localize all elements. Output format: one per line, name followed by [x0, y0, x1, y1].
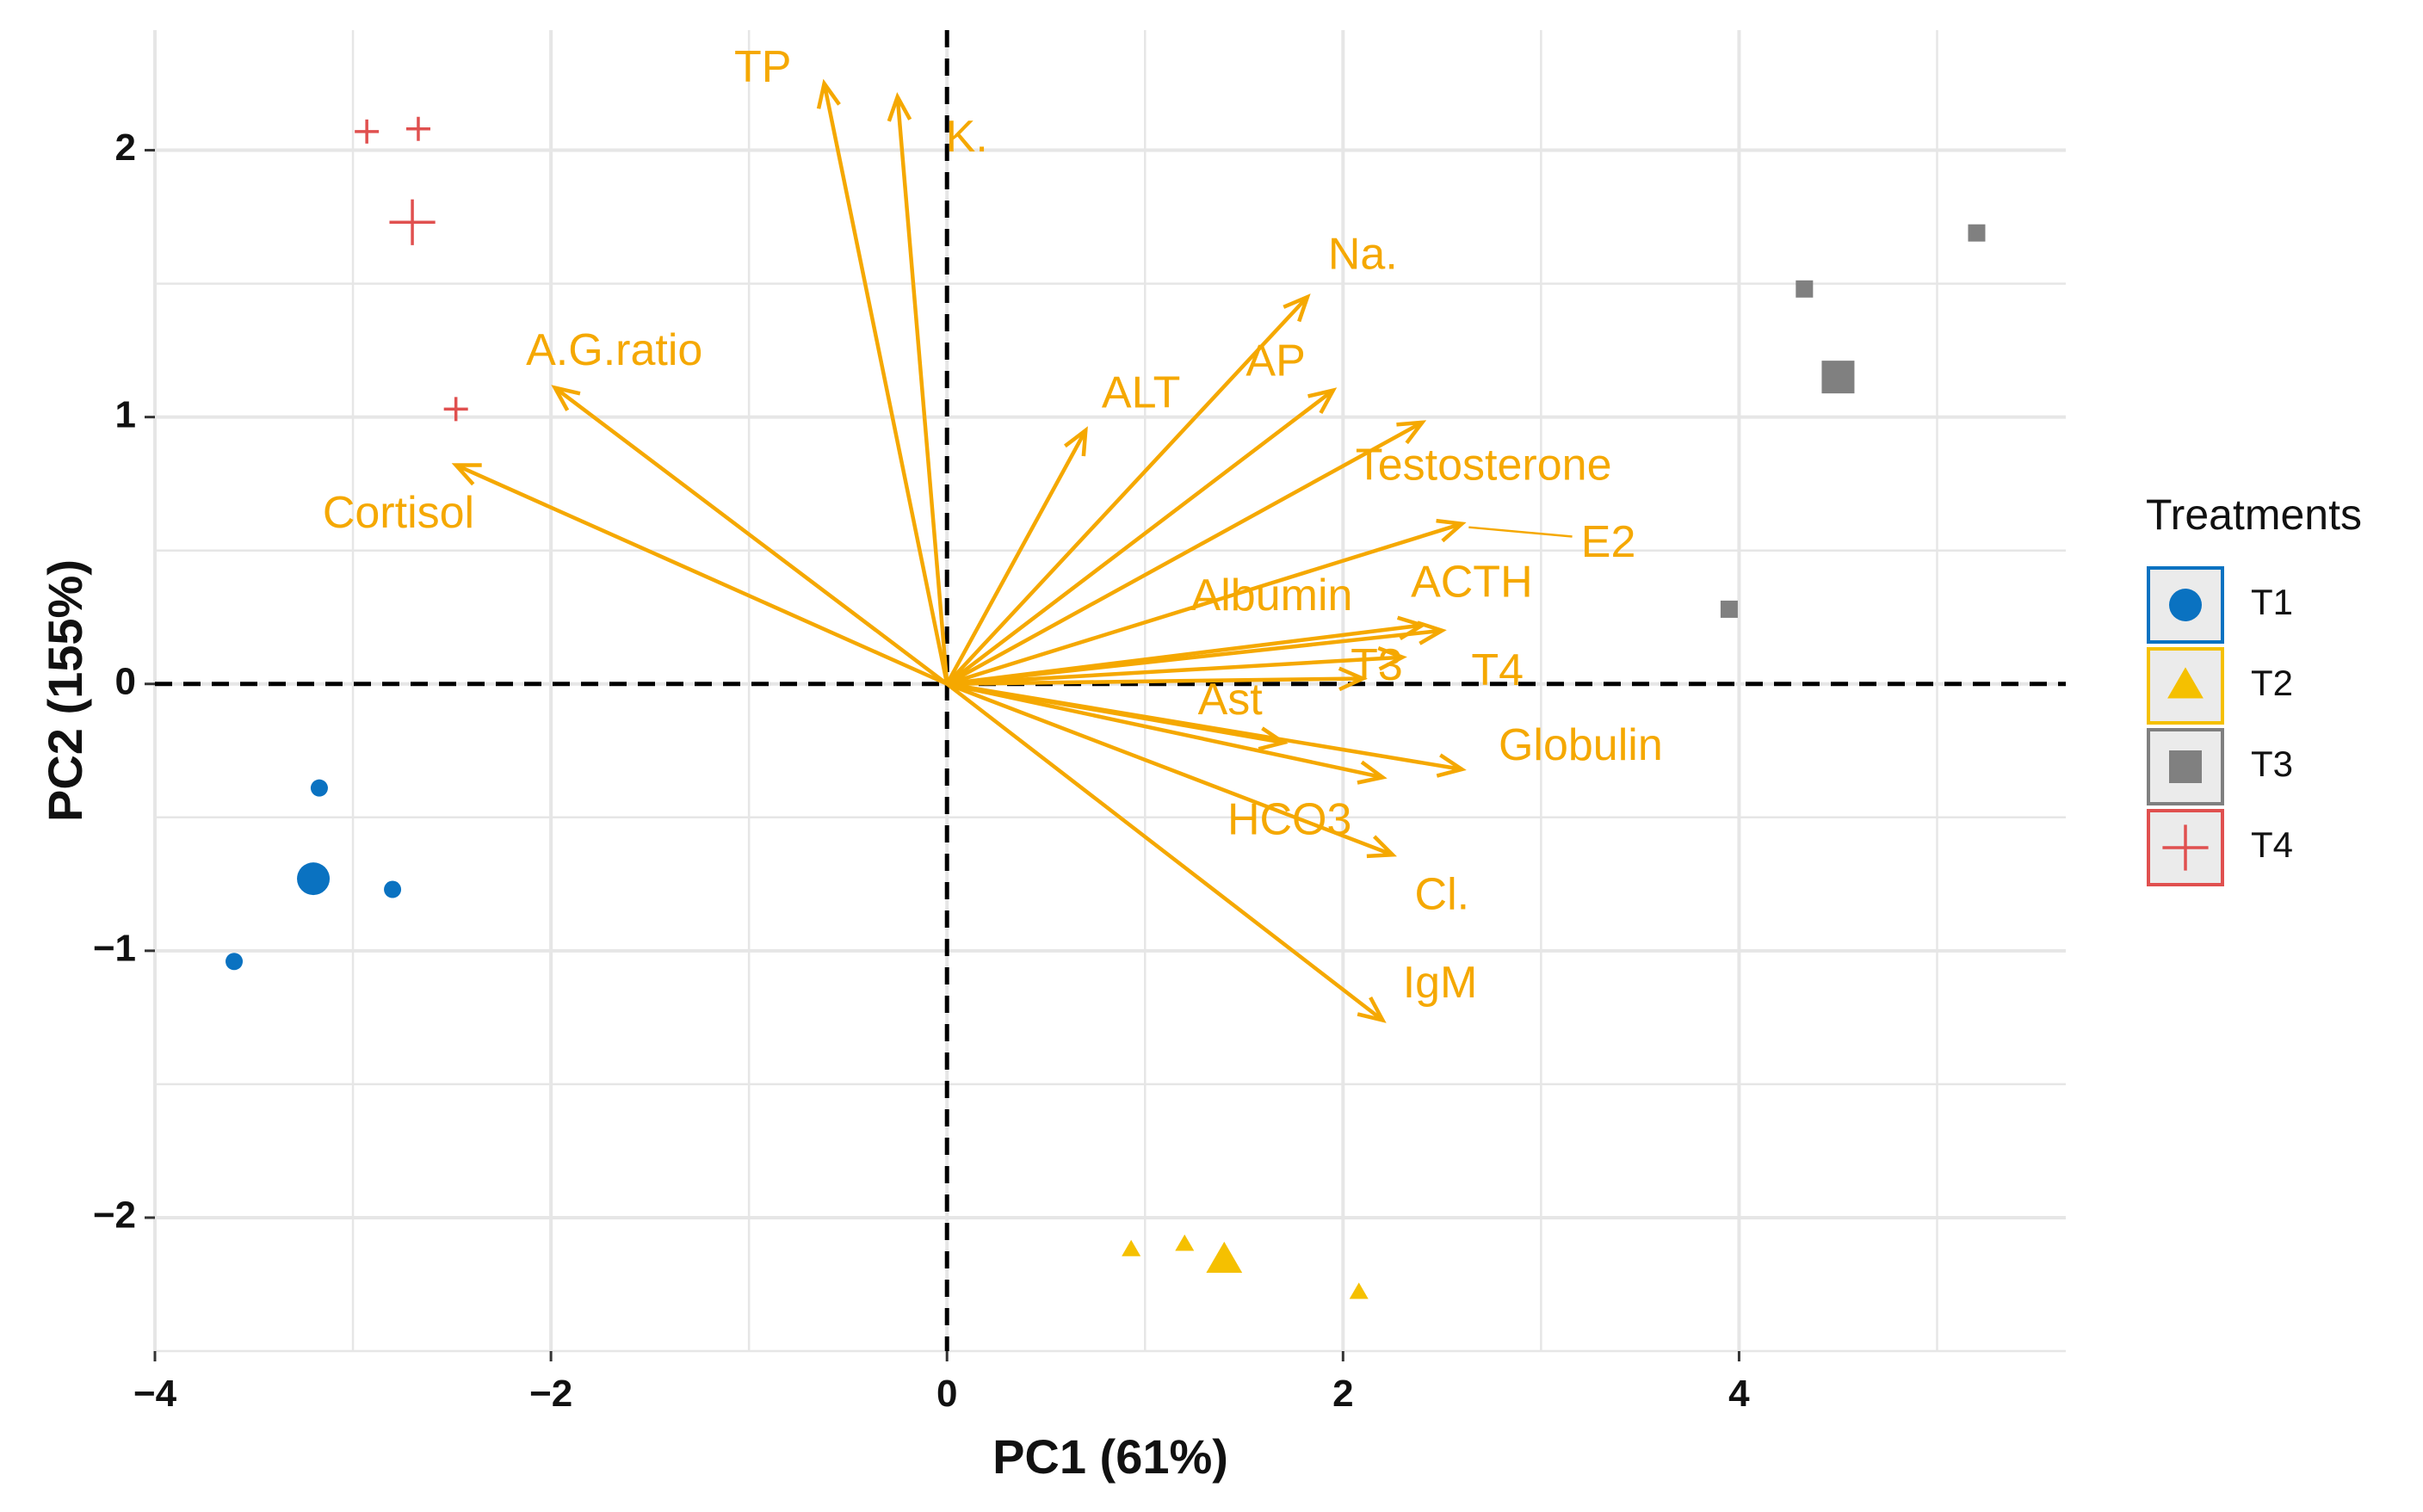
arrow-e2: [946, 518, 1467, 686]
label-testosterone: Testosterone: [1356, 440, 1612, 490]
centroid-t3: [1821, 361, 1855, 394]
legend-symbol-t1: [2169, 589, 2202, 621]
arrow-k: [887, 92, 949, 684]
x-tick-label: −2: [529, 1373, 572, 1415]
x-tick-label: 0: [936, 1373, 957, 1415]
loading-labels: TP K. Na. AP ALT Testosterone E2 ACTH Albumin T3 T…: [323, 42, 1663, 1008]
x-tick-label: 4: [1728, 1373, 1750, 1415]
arrow-igm: [945, 682, 1387, 1023]
legend-label-t4: T4: [2251, 824, 2293, 865]
y-tick-label: −1: [93, 927, 136, 969]
y-tick-label: 0: [115, 660, 136, 702]
label-ap: AP: [1245, 336, 1305, 386]
arrow-ap: [945, 387, 1338, 686]
arrow-alt: [945, 426, 1088, 685]
label-acth: ACTH: [1411, 558, 1533, 608]
point-t2-3: [1349, 1282, 1369, 1299]
legend-item-t3: T3: [2147, 728, 2293, 805]
label-igm: IgM: [1403, 958, 1478, 1008]
point-t4-3: [443, 397, 468, 422]
axis-ticks: −4 −2 0 2 4 −2 −1 0 1 2: [93, 127, 1750, 1415]
arrow-na: [945, 293, 1311, 686]
label-t3: T3: [1351, 640, 1403, 690]
arrow-cortisol: [451, 463, 949, 686]
loading-arrows: [451, 78, 1467, 1023]
legend-label-t2: T2: [2251, 663, 2293, 703]
legend-symbol-t4: [2162, 824, 2209, 871]
label-a-g-ratio: A.G.ratio: [526, 325, 702, 375]
arrow-cl: [946, 682, 1397, 859]
arrow-t4: [947, 666, 1368, 692]
centroid-t4: [389, 199, 436, 245]
grid-lines: [153, 30, 2066, 1353]
centroid-t2: [1206, 1241, 1243, 1274]
arrow-globulin: [946, 682, 1467, 778]
label-na: Na.: [1328, 229, 1398, 279]
y-tick-label: −2: [93, 1194, 136, 1237]
label-cl: Cl.: [1415, 870, 1470, 920]
legend-title: Treatments: [2146, 491, 2362, 539]
point-t1-1: [310, 779, 328, 797]
x-tick-label: −4: [133, 1373, 177, 1415]
label-alt: ALT: [1102, 368, 1181, 418]
arrow-testosterone: [946, 420, 1427, 686]
point-t4-1: [355, 119, 380, 144]
label-t4: T4: [1471, 645, 1524, 695]
label-tp: TP: [734, 42, 791, 92]
label-k: K.: [946, 112, 988, 162]
arrow-t3: [947, 646, 1407, 686]
point-t4-2: [405, 116, 430, 141]
reference-lines: [155, 30, 2066, 1351]
legend-label-t1: T1: [2251, 582, 2293, 622]
point-t1-3: [226, 953, 244, 971]
legend-symbol-t3: [2169, 750, 2202, 783]
legend-symbol-t2: [2167, 667, 2204, 699]
legend-item-t2: T2: [2147, 647, 2293, 725]
label-hco3: HCO3: [1227, 795, 1351, 845]
point-t2-1: [1122, 1239, 1141, 1256]
x-axis-title: PC1 (61%): [992, 1429, 1228, 1484]
point-t3-2: [1968, 224, 1986, 242]
point-t3-3: [1720, 600, 1738, 618]
legend-item-t4: T4: [2147, 809, 2293, 886]
arrow-a-g-ratio: [551, 385, 949, 686]
label-ast: Ast: [1198, 675, 1264, 725]
legend-item-t1: T1: [2147, 566, 2293, 644]
x-tick-label: 2: [1332, 1373, 1353, 1415]
data-points: [226, 116, 1986, 1299]
point-t1-2: [384, 880, 402, 898]
e2-leader-line: [1468, 526, 1573, 538]
y-tick-label: 1: [115, 393, 136, 435]
label-cortisol: Cortisol: [323, 488, 474, 538]
y-axis-title: PC2 (155%): [38, 559, 92, 822]
arrow-hco3: [946, 682, 1388, 785]
label-e2: E2: [1581, 517, 1636, 567]
label-globulin: Globulin: [1499, 720, 1663, 770]
y-tick-label: 2: [115, 127, 136, 169]
legend-label-t3: T3: [2251, 744, 2293, 784]
legend: Treatments T1 T2 T3 T4: [2146, 491, 2362, 886]
point-t3-1: [1796, 280, 1814, 298]
label-albumin: Albumin: [1191, 571, 1353, 620]
centroid-t1: [297, 862, 331, 896]
arrow-tp: [816, 78, 949, 685]
arrow-albumin: [946, 620, 1447, 686]
point-t2-2: [1175, 1234, 1195, 1251]
